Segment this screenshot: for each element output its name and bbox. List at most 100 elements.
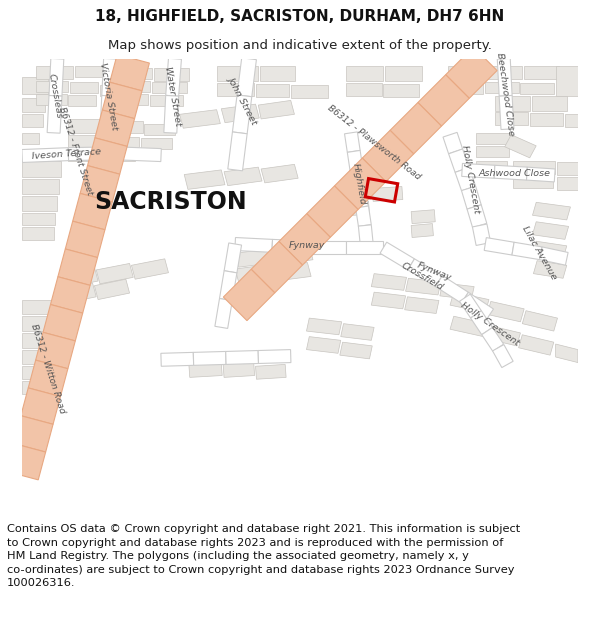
Polygon shape xyxy=(237,58,256,97)
Polygon shape xyxy=(383,84,419,97)
Polygon shape xyxy=(22,179,59,194)
Polygon shape xyxy=(36,66,73,79)
Polygon shape xyxy=(116,81,150,92)
Polygon shape xyxy=(460,294,481,318)
Polygon shape xyxy=(532,96,567,111)
Polygon shape xyxy=(22,299,58,314)
Polygon shape xyxy=(22,213,55,226)
Polygon shape xyxy=(256,364,286,379)
Polygon shape xyxy=(532,241,567,259)
Polygon shape xyxy=(499,96,514,129)
Polygon shape xyxy=(61,283,96,303)
Polygon shape xyxy=(70,82,98,93)
Polygon shape xyxy=(22,366,50,379)
Polygon shape xyxy=(461,186,481,209)
Polygon shape xyxy=(189,362,222,378)
Polygon shape xyxy=(350,169,365,189)
Polygon shape xyxy=(58,249,98,286)
Polygon shape xyxy=(472,224,491,246)
Polygon shape xyxy=(61,267,98,288)
Polygon shape xyxy=(228,132,247,171)
Polygon shape xyxy=(22,316,55,331)
Polygon shape xyxy=(115,68,152,79)
Polygon shape xyxy=(448,81,484,94)
Polygon shape xyxy=(161,352,194,366)
Polygon shape xyxy=(6,444,46,480)
Polygon shape xyxy=(100,96,115,133)
Polygon shape xyxy=(307,186,358,238)
Polygon shape xyxy=(22,114,43,128)
Polygon shape xyxy=(520,83,554,94)
Text: Holly Crescent: Holly Crescent xyxy=(460,144,481,214)
Polygon shape xyxy=(436,276,469,303)
Polygon shape xyxy=(22,78,48,94)
Polygon shape xyxy=(455,168,476,191)
Polygon shape xyxy=(106,136,139,147)
Polygon shape xyxy=(461,292,493,320)
Polygon shape xyxy=(152,82,187,93)
Polygon shape xyxy=(235,264,274,283)
Polygon shape xyxy=(68,95,96,106)
Polygon shape xyxy=(260,66,295,81)
Polygon shape xyxy=(217,66,259,81)
Polygon shape xyxy=(150,95,183,106)
Text: Highfield: Highfield xyxy=(351,162,367,206)
Polygon shape xyxy=(75,66,106,78)
Polygon shape xyxy=(22,98,45,112)
Polygon shape xyxy=(337,187,370,201)
Polygon shape xyxy=(95,110,134,146)
Polygon shape xyxy=(344,132,360,152)
Polygon shape xyxy=(505,135,536,158)
Polygon shape xyxy=(358,225,373,244)
Polygon shape xyxy=(291,84,328,98)
Polygon shape xyxy=(251,241,302,293)
Polygon shape xyxy=(565,114,578,128)
Polygon shape xyxy=(346,241,383,254)
Polygon shape xyxy=(493,344,513,367)
Polygon shape xyxy=(49,58,64,96)
Polygon shape xyxy=(184,170,225,189)
Polygon shape xyxy=(259,101,295,119)
Polygon shape xyxy=(380,242,415,270)
Polygon shape xyxy=(485,82,518,93)
Polygon shape xyxy=(341,324,374,341)
Polygon shape xyxy=(497,58,512,96)
Polygon shape xyxy=(193,351,226,366)
Polygon shape xyxy=(272,262,311,281)
Polygon shape xyxy=(532,222,569,239)
Polygon shape xyxy=(223,269,275,321)
Polygon shape xyxy=(404,297,439,314)
Polygon shape xyxy=(450,316,487,337)
Polygon shape xyxy=(103,82,142,119)
Polygon shape xyxy=(356,206,371,226)
Polygon shape xyxy=(22,133,39,144)
Polygon shape xyxy=(485,326,520,346)
Polygon shape xyxy=(68,147,115,161)
Polygon shape xyxy=(533,261,567,278)
Polygon shape xyxy=(476,146,509,157)
Polygon shape xyxy=(100,84,128,96)
Polygon shape xyxy=(80,166,120,202)
Polygon shape xyxy=(22,196,58,211)
Text: Iveson Terrace: Iveson Terrace xyxy=(32,148,101,161)
Text: Map shows position and indicative extent of the property.: Map shows position and indicative extent… xyxy=(108,39,492,52)
Polygon shape xyxy=(215,299,232,328)
Polygon shape xyxy=(223,362,254,378)
Polygon shape xyxy=(261,164,298,183)
Polygon shape xyxy=(411,224,433,238)
Polygon shape xyxy=(224,167,262,186)
Polygon shape xyxy=(526,167,555,182)
Polygon shape xyxy=(307,318,341,335)
Polygon shape xyxy=(518,335,554,355)
Polygon shape xyxy=(179,110,220,128)
Polygon shape xyxy=(371,292,406,309)
Polygon shape xyxy=(494,165,527,180)
Polygon shape xyxy=(232,95,252,134)
Polygon shape xyxy=(448,66,485,79)
Polygon shape xyxy=(13,416,53,452)
Polygon shape xyxy=(68,135,104,147)
Polygon shape xyxy=(487,66,522,79)
Polygon shape xyxy=(557,177,578,190)
Polygon shape xyxy=(279,214,331,265)
Polygon shape xyxy=(68,149,102,161)
